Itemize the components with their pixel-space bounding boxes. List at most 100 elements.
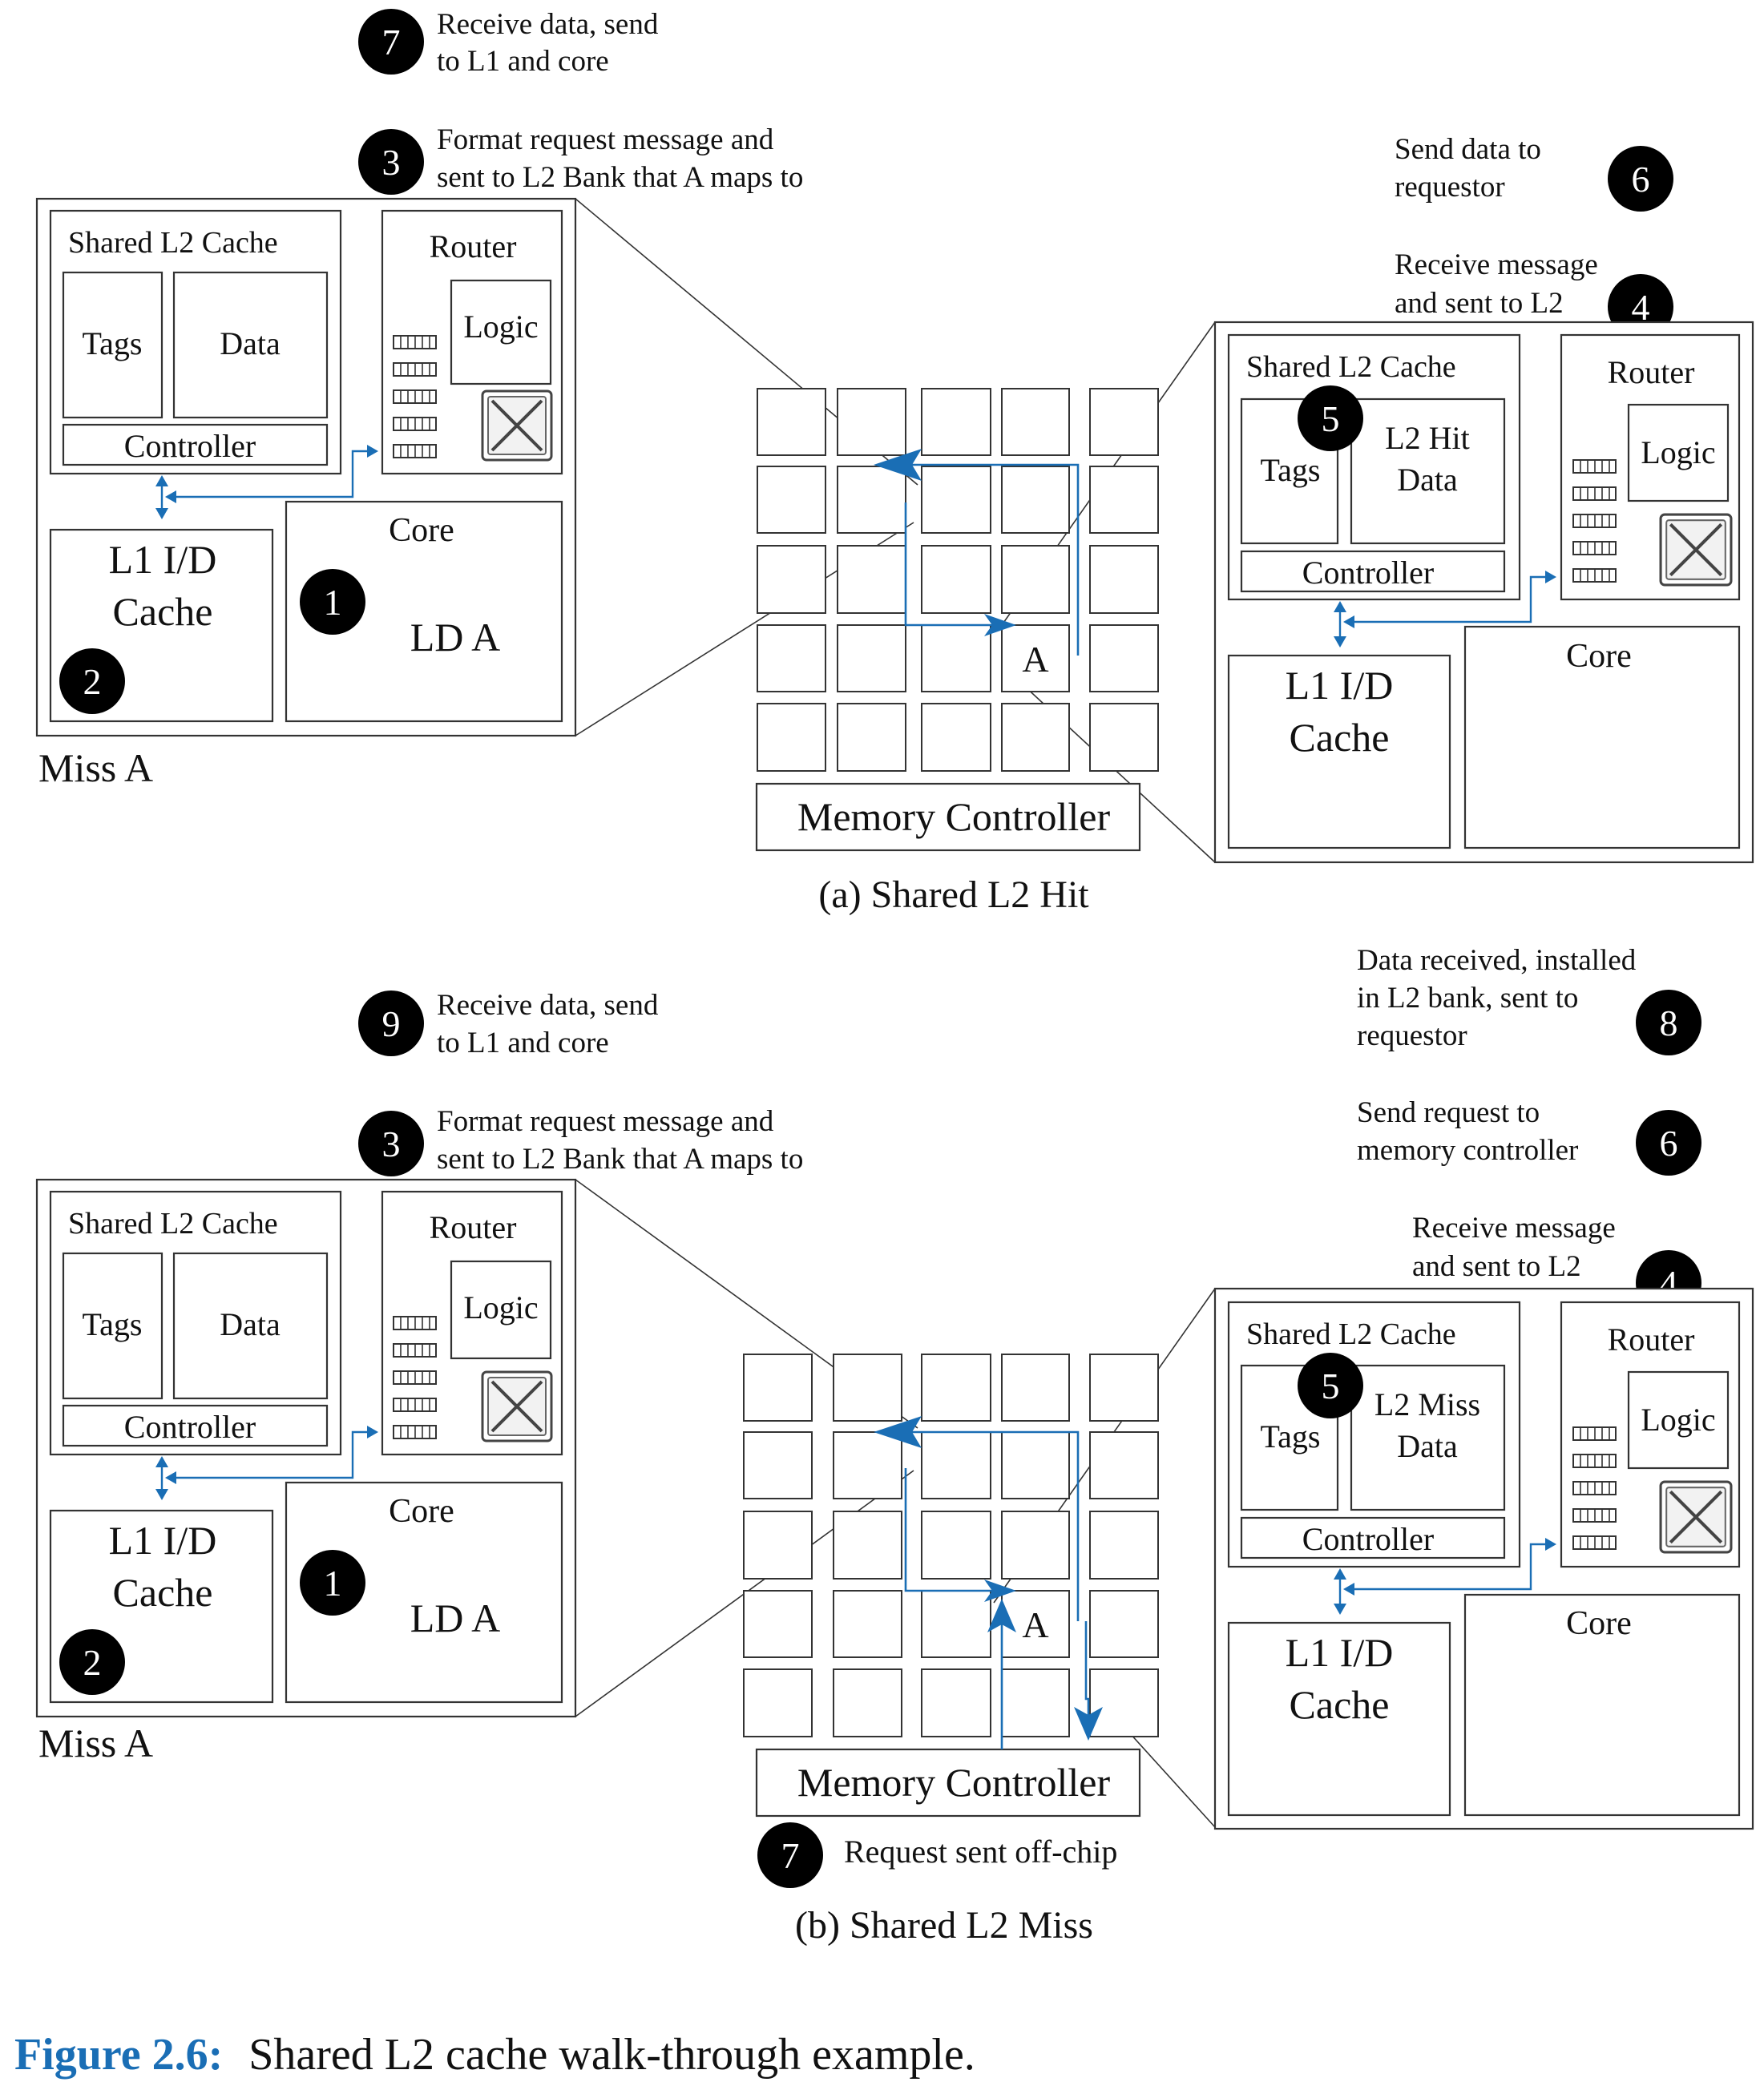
buffer-icon (393, 389, 437, 404)
buffer-icon (1572, 1454, 1617, 1468)
step-text-line2: to L1 and core (437, 1027, 609, 1059)
step-text-line1: Format request message and (437, 123, 774, 156)
panel-b: 9 Receive data, send to L1 and core 3 Fo… (35, 944, 1754, 1947)
svg-text:5: 5 (1322, 398, 1340, 439)
step-9-callout: 9 Receive data, send to L1 and core (358, 989, 659, 1059)
controller-label: Controller (124, 1409, 256, 1445)
logic-label: Logic (463, 309, 538, 345)
data-label-line2: Data (1397, 1428, 1458, 1464)
data-label-line1: L2 Hit (1385, 420, 1470, 456)
svg-text:9: 9 (382, 1003, 401, 1044)
step-7-callout: 7 Request sent off-chip (757, 1822, 1117, 1888)
buffer-icon (1572, 1426, 1617, 1441)
crossbar-icon (481, 389, 553, 462)
tags-block (62, 271, 163, 419)
controller-label: Controller (1302, 555, 1434, 591)
buffer-icon (393, 1370, 437, 1385)
data-label-line1: L2 Miss (1374, 1386, 1480, 1422)
figure-caption: Figure 2.6: Shared L2 cache walk-through… (14, 2030, 975, 2080)
buffer-icon (1572, 568, 1617, 583)
link-l1-router (172, 450, 370, 498)
step-7-callout: 7 Receive data, send to L1 and core (358, 8, 659, 78)
buffer-icon (393, 444, 437, 458)
controller-block (1240, 550, 1506, 593)
step-badge: 3 (358, 1111, 424, 1176)
step-text-line1: Send data to (1395, 133, 1541, 166)
caption-label: Figure 2.6: (14, 2030, 223, 2080)
logic-block (1627, 1370, 1730, 1470)
requester-tile: Shared L2 Cache Tags Data Controller Rou… (35, 197, 577, 790)
tags-label: Tags (83, 1306, 143, 1342)
step-text-line1: Receive message (1412, 1212, 1616, 1245)
buffer-icon (393, 362, 437, 377)
step-badge: 6 (1608, 146, 1673, 212)
step-6-callout: Send request to memory controller 6 (1357, 1096, 1701, 1176)
buffer-icon (393, 417, 437, 431)
l1-cache-label-line1: L1 I/D (1286, 1630, 1394, 1675)
crossbar-icon (1661, 1482, 1731, 1552)
svg-text:3: 3 (382, 1124, 401, 1164)
step-text-line1: Send request to (1357, 1096, 1540, 1129)
svg-text:6: 6 (1660, 1123, 1678, 1164)
load-instruction: LD A (410, 615, 501, 660)
controller-block (62, 1404, 329, 1447)
svg-text:7: 7 (781, 1835, 800, 1876)
step-badge: 8 (1636, 990, 1701, 1055)
step-text-line2: sent to L2 Bank that A maps to (437, 1143, 803, 1176)
controller-block (62, 423, 329, 466)
tags-label: Tags (1261, 1418, 1321, 1455)
buffer-icon (1572, 1508, 1617, 1523)
reply-route (882, 463, 1080, 656)
logic-block (450, 1260, 552, 1360)
router-label: Router (430, 1209, 517, 1245)
step-badge: 6 (1636, 1110, 1701, 1176)
step-2-badge: 2 (59, 648, 125, 714)
buffer-icon (393, 1425, 437, 1439)
destination-node-label: A (1022, 1604, 1048, 1645)
data-block (1350, 1364, 1506, 1511)
controller-block (1240, 1516, 1506, 1559)
data-label: Data (220, 1306, 281, 1342)
buffer-icon (1572, 541, 1617, 555)
mesh-network: A Memory Controller (755, 388, 1159, 852)
svg-text:8: 8 (1660, 1003, 1678, 1043)
buffer-icon (1572, 486, 1617, 501)
step-text-line2: in L2 bank, sent to (1357, 982, 1578, 1015)
step-8-callout: Data received, installed in L2 bank, sen… (1357, 944, 1701, 1055)
panel-b-label: (b) Shared L2 Miss (795, 1904, 1093, 1947)
core-block (1463, 625, 1741, 849)
request-route (904, 502, 1006, 627)
svg-text:1: 1 (324, 582, 342, 623)
buffer-icon (1572, 1481, 1617, 1495)
logic-label: Logic (463, 1289, 538, 1325)
svg-text:3: 3 (382, 142, 401, 183)
step-text-line2: and sent to L2 (1412, 1250, 1581, 1283)
l1-cache-label-line1: L1 I/D (1286, 663, 1394, 708)
caption: Figure 2.6: Shared L2 cache walk-through… (14, 2030, 975, 2080)
mesh-tiles (743, 1354, 1159, 1737)
step-5-badge: 5 (1298, 385, 1363, 451)
logic-block (1627, 403, 1730, 502)
data-block (1350, 397, 1506, 545)
l1-cache-label-line2: Cache (113, 589, 213, 634)
shared-l2-cache-label: Shared L2 Cache (1246, 350, 1456, 384)
router-label: Router (1608, 1321, 1695, 1358)
svg-text:2: 2 (83, 661, 102, 702)
step-text-line2: to L1 and core (437, 45, 609, 78)
l1-cache-block (1227, 1621, 1451, 1817)
controller-label: Controller (124, 428, 256, 464)
link-l1-router (172, 1430, 370, 1479)
memory-controller-label: Memory Controller (797, 1760, 1111, 1805)
tags-block (62, 1252, 163, 1400)
panel-a: 7 Receive data, send to L1 and core 3 Fo… (35, 8, 1754, 916)
requester-tile: Shared L2 Cache Tags Data Controller Rou… (35, 1178, 577, 1765)
step-3-callout: 3 Format request message and sent to L2 … (358, 123, 803, 195)
data-label-line2: Data (1397, 462, 1458, 498)
step-badge: 7 (757, 1822, 823, 1888)
svg-text:7: 7 (382, 22, 401, 63)
step-text-line2: and sent to L2 (1395, 287, 1564, 320)
destination-node-label: A (1022, 639, 1048, 680)
svg-text:2: 2 (83, 1642, 102, 1683)
shared-l2-cache-label: Shared L2 Cache (68, 1207, 278, 1241)
router-label: Router (430, 228, 517, 264)
